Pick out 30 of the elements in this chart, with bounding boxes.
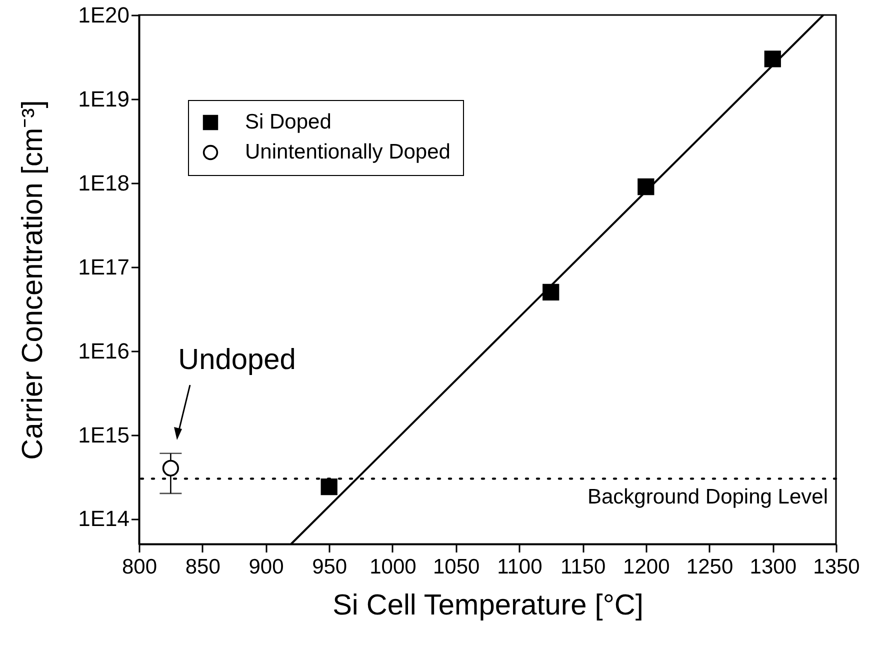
y-tick-label: 1E19 [78,86,130,112]
x-tick-label: 850 [185,556,220,578]
point [542,284,560,300]
x-tick-label: 1300 [750,556,796,578]
y-tick-label: 1E14 [78,506,130,532]
x-tick-label: 1350 [813,556,860,578]
legend-label: Si Doped [245,110,332,134]
point [638,178,654,196]
y-tick-label: 1E20 [78,2,130,28]
legend-label: Unintentionally Doped [245,140,450,164]
y-tick-label: 1E16 [78,338,130,364]
y-tick-label: 1E15 [78,422,130,448]
x-tick-label: 950 [312,556,348,578]
x-tick-label: 1050 [432,556,480,578]
x-axis-title: Si Cell Temperature [°C] [332,590,644,622]
x-tick-label: 900 [248,556,284,578]
point [764,50,781,68]
point [320,478,338,496]
y-tick-label: 1E18 [78,170,130,196]
x-tick-label: 1200 [623,556,670,578]
x-tick-label: 1000 [370,556,416,578]
x-tick-label: 1150 [560,556,606,578]
ref-line-label: Background Doping Level [588,486,828,509]
y-tick-label: 1E17 [78,254,130,280]
y-axis-title: Carrier Concentration [cm⁻³] [17,100,50,460]
x-tick-label: 1100 [497,556,542,578]
x-tick-label: 800 [122,556,158,578]
point [162,460,179,476]
annotation: Undoped [178,344,296,376]
x-tick-label: 1250 [686,556,734,578]
